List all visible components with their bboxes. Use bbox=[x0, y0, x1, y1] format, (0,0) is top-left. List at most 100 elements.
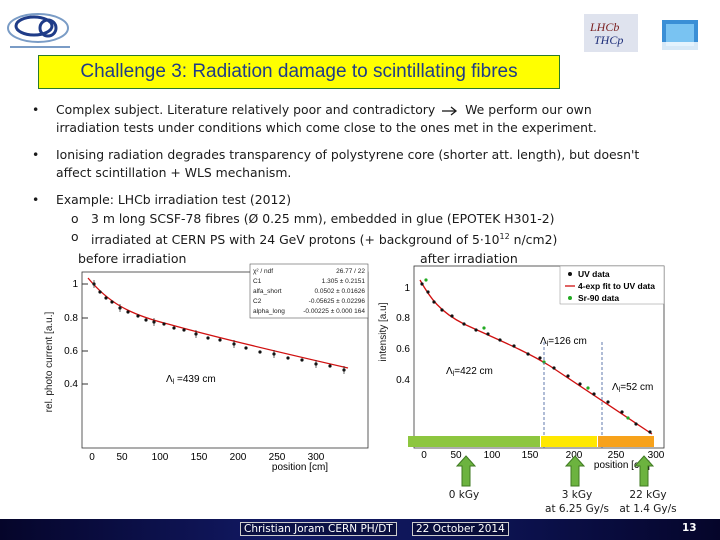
svg-text:LHCb: LHCb bbox=[589, 20, 619, 34]
sub-bullet-2-text-a: irradiated at CERN PS with 24 GeV proton… bbox=[91, 232, 500, 247]
left-xtick-250: 250 bbox=[269, 452, 286, 463]
left-xtick-0: 0 bbox=[89, 452, 95, 463]
after-irradiation-label: after irradiation bbox=[420, 251, 518, 266]
svg-text:4-exp fit to UV data: 4-exp fit to UV data bbox=[578, 281, 655, 291]
left-plot-xticks: 0 50 100 150 200 250 300 position [cm] bbox=[89, 452, 328, 473]
svg-text:χ² / ndf: χ² / ndf bbox=[253, 268, 273, 275]
left-ytick-04: 0.4 bbox=[64, 379, 78, 390]
left-error-bars bbox=[93, 280, 345, 374]
lhcb-logo: LHCb THCp bbox=[584, 14, 638, 52]
svg-text:C1: C1 bbox=[253, 278, 262, 285]
svg-text:C2: C2 bbox=[253, 298, 262, 305]
region-bar-unirradiated bbox=[408, 436, 540, 447]
left-ytick-06: 0.6 bbox=[64, 346, 78, 357]
sub-bullet-1-text: 3 m long SCSF-78 fibres (Ø 0.25 mm), emb… bbox=[91, 211, 555, 226]
svg-text:-0.05625 ± 0.02296: -0.05625 ± 0.02296 bbox=[309, 298, 366, 305]
right-data-points bbox=[420, 282, 652, 434]
right-fit-curve bbox=[419, 279, 653, 435]
right-ytick-1: 1 bbox=[404, 283, 410, 294]
left-lambda-annotation: Λl =439 cm bbox=[166, 374, 216, 386]
right-sr90-points bbox=[424, 278, 630, 420]
svg-text:Sr-90 data: Sr-90 data bbox=[578, 293, 619, 303]
bullet-1-text-b: We perform our own bbox=[465, 102, 592, 117]
svg-text:26.77 / 22: 26.77 / 22 bbox=[336, 268, 365, 275]
left-xtick-100: 100 bbox=[152, 452, 169, 463]
right-region-dividers bbox=[543, 342, 603, 448]
before-irradiation-label: before irradiation bbox=[78, 251, 187, 266]
right-xtick-100: 100 bbox=[484, 450, 501, 461]
bullet-dot: • bbox=[32, 147, 40, 162]
right-plot-ylabel: intensity [a.u] bbox=[378, 302, 389, 361]
right-ytick-06: 0.6 bbox=[396, 344, 410, 355]
cern-60-logo bbox=[4, 8, 76, 52]
right-lambda-annotation-1: Λl=126 cm bbox=[540, 336, 587, 348]
svg-text:alfa_short: alfa_short bbox=[253, 288, 282, 295]
left-plot-yticks: 1 0.8 0.6 0.4 bbox=[64, 279, 88, 390]
footer-date: 22 October 2014 bbox=[412, 522, 509, 536]
right-plot-legend bbox=[559, 265, 665, 305]
dose-label-3: 3 kGy at 6.25 Gy/s bbox=[538, 488, 616, 516]
up-arrow-icon bbox=[565, 455, 585, 487]
left-plot-xlabel: position [cm] bbox=[272, 462, 328, 473]
bullet-1-text-c: irradiation tests under conditions which… bbox=[56, 120, 597, 135]
region-bar-high-dose bbox=[598, 436, 654, 447]
sub-bullet-2-sup: 12 bbox=[499, 232, 510, 241]
up-arrow-icon bbox=[456, 455, 476, 487]
right-xtick-250: 250 bbox=[608, 450, 625, 461]
svg-text:UV data: UV data bbox=[578, 269, 610, 279]
footer-author: Christian Joram CERN PH/DT bbox=[240, 522, 397, 536]
page-number: 13 bbox=[682, 522, 697, 534]
right-legend-entries: UV data 4-exp fit to UV data Sr-90 data bbox=[565, 269, 655, 303]
right-lambda-annotation-2: Λl=422 cm bbox=[446, 366, 493, 378]
right-xtick-150: 150 bbox=[522, 450, 539, 461]
after-irradiation-plot: intensity [a.u] 1 0.8 0.6 0.4 0 50 100 1… bbox=[374, 262, 674, 474]
left-xtick-150: 150 bbox=[191, 452, 208, 463]
dose-3-rate: at 6.25 Gy/s bbox=[545, 503, 609, 515]
right-plot-frame bbox=[413, 265, 665, 449]
right-arrow-icon bbox=[442, 105, 458, 116]
dose-0-value: 0 kGy bbox=[448, 489, 480, 501]
slide-footer: Christian Joram CERN PH/DT 22 October 20… bbox=[0, 519, 720, 540]
left-xtick-50: 50 bbox=[116, 452, 128, 463]
right-lambda-annotation-3: Λl=52 cm bbox=[612, 382, 653, 394]
scifi-logo bbox=[660, 18, 700, 52]
svg-text:THCp: THCp bbox=[594, 33, 623, 47]
slide-title: Challenge 3: Radiation damage to scintil… bbox=[38, 55, 560, 89]
right-xtick-50: 50 bbox=[450, 450, 462, 461]
before-irradiation-plot: rel. photo current [a.u.] 1 0.8 0.6 0.4 … bbox=[38, 262, 374, 474]
sub-bullet-2-text-b: n/cm2) bbox=[509, 232, 558, 247]
left-xtick-200: 200 bbox=[230, 452, 247, 463]
bullet-2-text-b: affect scintillation + WLS mechanism. bbox=[56, 165, 292, 180]
sub-bullet-marker: o bbox=[71, 211, 79, 226]
sub-bullet-2: o irradiated at CERN PS with 24 GeV prot… bbox=[71, 228, 558, 249]
bullet-2-text-a: Ionising radiation degrades transparency… bbox=[56, 147, 640, 162]
right-xtick-200: 200 bbox=[566, 450, 583, 461]
right-plot-xticks: 0 50 100 150 200 250 300 position [cm] bbox=[421, 450, 665, 471]
right-plot-yticks: 1 0.8 0.6 0.4 bbox=[396, 283, 410, 386]
bullet-1: • Complex subject. Literature relatively… bbox=[32, 101, 696, 137]
right-ytick-08: 0.8 bbox=[396, 313, 410, 324]
left-plot-frame bbox=[81, 271, 369, 449]
slide-title-text: Challenge 3: Radiation damage to scintil… bbox=[80, 61, 518, 82]
right-plot-xlabel: position [cm] bbox=[594, 460, 650, 471]
svg-text:alpha_long: alpha_long bbox=[253, 308, 285, 315]
dose-label-0: 0 kGy bbox=[436, 488, 492, 502]
up-arrow-icon bbox=[634, 455, 654, 487]
dose-label-22: 22 kGy at 1.4 Gy/s bbox=[616, 488, 680, 516]
left-fit-statbox bbox=[249, 263, 369, 319]
sub-bullet-marker: o bbox=[71, 229, 79, 244]
bullet-3: • Example: LHCb irradiation test (2012) bbox=[32, 191, 696, 209]
svg-text:0.0502 ± 0.01626: 0.0502 ± 0.01626 bbox=[314, 288, 365, 295]
right-xtick-0: 0 bbox=[421, 450, 427, 461]
svg-text:1.305 ± 0.2151: 1.305 ± 0.2151 bbox=[322, 278, 366, 285]
dose-22-value: 22 kGy bbox=[629, 489, 667, 501]
svg-text:-0.00225 ± 0.000 164: -0.00225 ± 0.000 164 bbox=[303, 308, 365, 315]
right-xtick-300: 300 bbox=[648, 450, 665, 461]
left-ytick-08: 0.8 bbox=[64, 313, 78, 324]
left-fit-stats: χ² / ndf 26.77 / 22 C1 1.305 ± 0.2151 alfa… bbox=[253, 268, 365, 315]
left-xtick-300: 300 bbox=[308, 452, 325, 463]
region-bar-medium-dose bbox=[541, 436, 597, 447]
dose-3-value: 3 kGy bbox=[561, 489, 593, 501]
bullet-dot: • bbox=[32, 102, 40, 117]
bullet-2: • Ionising radiation degrades transparen… bbox=[32, 146, 696, 182]
